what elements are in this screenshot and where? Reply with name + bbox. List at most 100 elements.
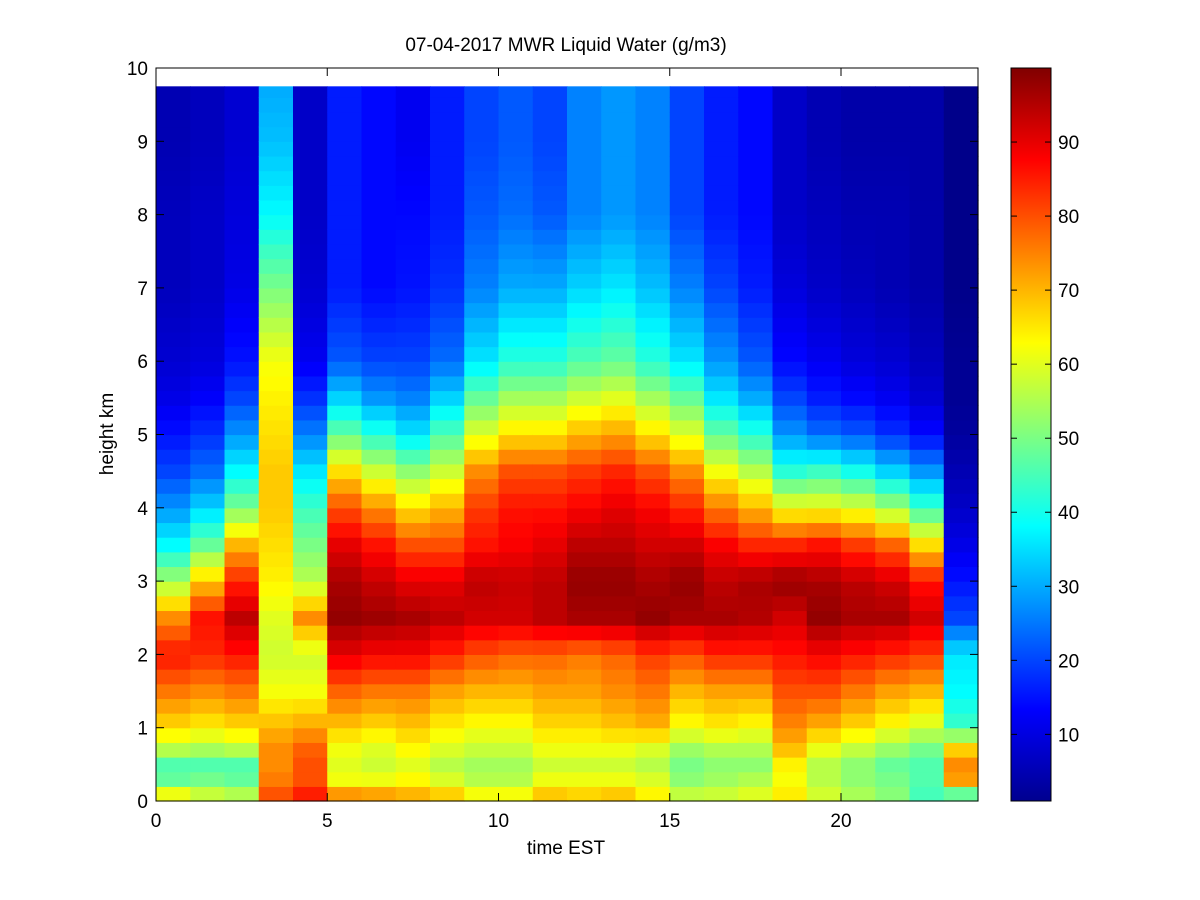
heatmap-cell [361,243,397,260]
heatmap-cell [909,243,945,260]
heatmap-cell [293,683,328,699]
heatmap-cell [601,243,637,260]
heatmap-cell [635,449,671,465]
heatmap-cell [704,419,739,436]
heatmap-cell [395,361,431,377]
heatmap-cell [327,639,363,655]
heatmap-cell [601,713,637,729]
heatmap-cell [361,669,397,685]
heatmap-cell [430,390,465,406]
heatmap-cell [875,214,911,230]
heatmap-cell [361,449,397,465]
heatmap-cell [567,669,602,685]
heatmap-cell [156,375,191,392]
heatmap-cell [156,625,191,641]
heatmap-cell [395,86,431,98]
heatmap-cell [464,155,500,172]
heatmap-cell [258,141,294,157]
heatmap-cell [772,727,808,743]
heatmap-cell [909,170,945,186]
heatmap-cell [190,551,226,568]
heatmap-cell [224,449,260,465]
heatmap-cell [669,581,705,597]
heatmap-cell [532,86,568,98]
heatmap-cell [464,111,500,128]
heatmap-cell [567,493,602,509]
y-tick-label: 10 [127,59,148,80]
heatmap-cell [704,375,739,392]
heatmap-cell [909,654,945,670]
heatmap-cell [909,405,945,421]
heatmap-cell [601,551,637,568]
heatmap-cell [738,742,774,758]
heatmap-cell [190,214,226,230]
heatmap-cell [635,111,671,128]
heatmap-cell [738,507,774,524]
heatmap-cell [704,698,739,714]
heatmap-cell [738,126,774,142]
heatmap-cell [327,375,363,392]
heatmap-cell [498,493,534,509]
heatmap-cell [738,449,774,465]
heatmap-cell [772,258,808,274]
heatmap-cell [293,713,328,729]
heatmap-cell [464,566,500,582]
heatmap-cell [430,317,465,333]
heatmap-cell [875,463,911,480]
heatmap-cell [875,86,911,98]
heatmap-cell [875,478,911,494]
heatmap-cell [224,581,260,597]
heatmap-cell [875,126,911,142]
heatmap-cell [704,185,739,201]
heatmap-cell [943,361,979,377]
heatmap-cell [601,361,637,377]
heatmap-cell [772,375,808,392]
heatmap-cell [738,199,774,216]
heatmap-cell [430,97,465,113]
heatmap-cell [224,243,260,260]
heatmap-cell [498,478,534,494]
heatmap-cell [464,581,500,597]
heatmap-cell [875,111,911,128]
heatmap-cell [224,742,260,758]
heatmap-cell [841,639,876,655]
heatmap-cell [943,302,979,318]
heatmap-cell [909,625,945,641]
heatmap-cell [738,771,774,787]
heatmap-cell [669,346,705,362]
heatmap-cell [395,493,431,509]
heatmap-cell [704,727,739,743]
heatmap-cell [430,639,465,655]
heatmap-cell [293,199,328,216]
heatmap-cell [875,493,911,509]
heatmap-cell [293,111,328,128]
heatmap-cell [943,97,979,113]
heatmap-cell [532,361,568,377]
heatmap-cell [258,86,294,98]
heatmap-cell [498,581,534,597]
heatmap-cell [395,302,431,318]
heatmap-cell [704,625,739,641]
heatmap-cell [738,405,774,421]
heatmap-cell [909,566,945,582]
heatmap-cell [327,97,363,113]
heatmap-cell [430,331,465,348]
heatmap-cell [532,595,568,612]
heatmap-cell [532,302,568,318]
heatmap-cell [293,258,328,274]
heatmap-cell [293,141,328,157]
heatmap-cell [875,581,911,597]
heatmap-cell [635,669,671,685]
heatmap-cell [498,390,534,406]
heatmap-cell [395,346,431,362]
heatmap-cell [430,243,465,260]
heatmap-cell [875,243,911,260]
heatmap-cell [258,522,294,538]
x-tick-label: 0 [151,811,162,832]
heatmap-cell [635,522,671,538]
heatmap-cell [464,214,500,230]
heatmap-cell [875,273,911,289]
heatmap-cell [190,302,226,318]
heatmap-cell [395,610,431,626]
heatmap-cell [498,786,534,802]
